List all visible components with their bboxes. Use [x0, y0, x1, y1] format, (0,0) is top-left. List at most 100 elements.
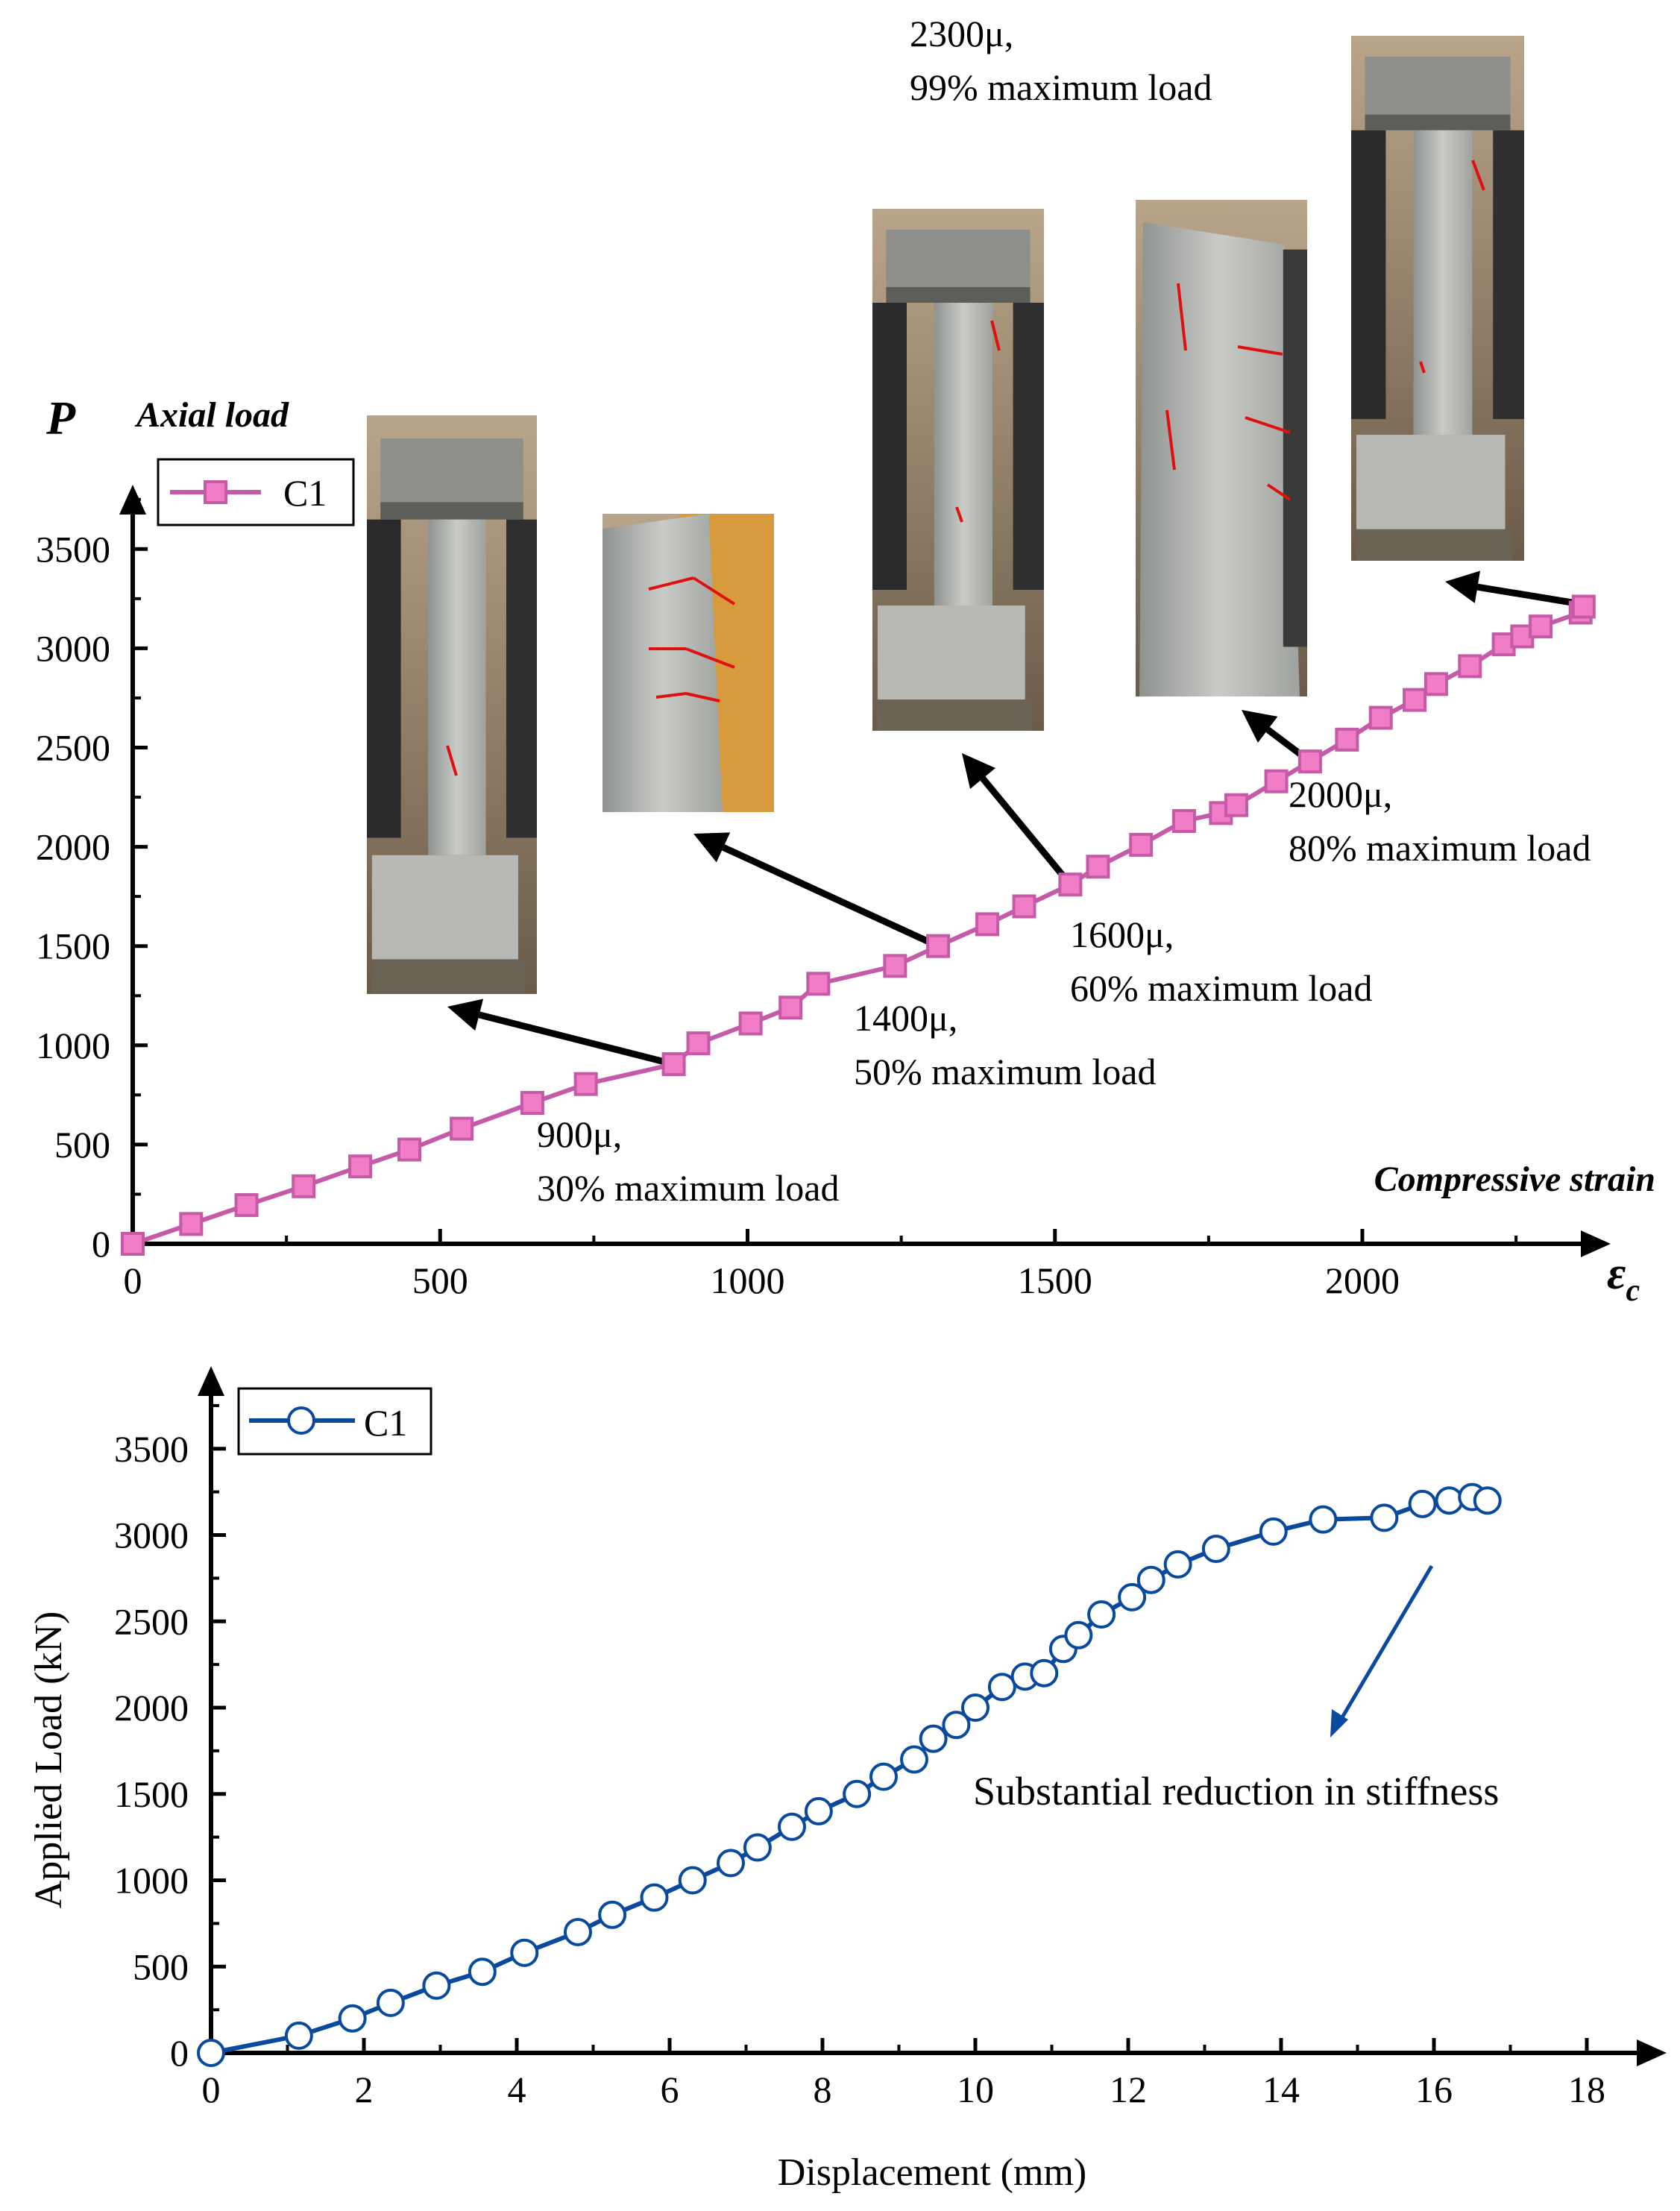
data-point	[640, 1883, 669, 1912]
y-tick-label: 3500	[36, 528, 110, 570]
displacement-load-chart: 0 2 4 6 8 10 12 14 16 18 0 500 1000 1500 2000 2500 3000 3…	[28, 1366, 1667, 2194]
data-point	[975, 912, 1000, 937]
data-point	[1368, 705, 1393, 730]
y-tick-label: 2500	[36, 727, 110, 769]
stiffness-annotation-text: Substantial reduction in stiffness	[973, 1769, 1499, 1814]
data-point	[1403, 688, 1427, 712]
data-point	[843, 1779, 872, 1808]
crack-mark	[1237, 345, 1283, 356]
x-tick-label: 1000	[711, 1259, 785, 1301]
annotation-1400-line2: 50% maximum load	[854, 1051, 1157, 1092]
data-point	[1087, 1600, 1116, 1629]
data-point	[778, 1812, 806, 1841]
stiffness-arrow	[1333, 1564, 1434, 1732]
annotation-1400-line1: 1400μ,	[854, 997, 957, 1039]
series-line	[132, 606, 1586, 1246]
y-tick-label: 0	[170, 2032, 189, 2074]
legend-bottom: C1	[237, 1387, 432, 1456]
data-point	[1423, 672, 1448, 696]
annotation-1400: 1400μ, 50% maximum load	[854, 997, 1157, 1092]
crack-mark	[1471, 160, 1485, 191]
data-point	[778, 996, 803, 1020]
x-tick-label: 4	[508, 2069, 526, 2110]
x-tick-label: 6	[661, 2069, 679, 2110]
legend-top: C1	[157, 458, 355, 526]
x-axis-symbol-epsilon: εc	[1607, 1248, 1640, 1308]
annotation-arrow	[722, 844, 940, 949]
crack-mark	[1177, 283, 1187, 351]
x-axis-label: Displacement (mm)	[778, 2151, 1086, 2194]
data-point	[1012, 894, 1036, 919]
y-tick-label: 1000	[114, 1860, 189, 1902]
data-point	[1163, 1550, 1192, 1579]
x-tick-label: 12	[1110, 2069, 1147, 2110]
data-point	[1224, 793, 1248, 817]
annotation-arrow	[478, 1011, 675, 1068]
annotation-arrowhead	[693, 832, 731, 863]
strain-load-chart: 0 500 1000 1500 2000 0 500 1000 1500 2000 2500 3000…	[36, 13, 1655, 1308]
data-point	[869, 1762, 898, 1791]
y-axis-symbol-p: P	[45, 391, 76, 444]
x-tick-label: 2000	[1325, 1259, 1400, 1301]
legend-square-marker	[204, 480, 227, 504]
crack-mark	[692, 576, 736, 606]
x-tick-label: 0	[124, 1259, 142, 1301]
annotation-900-line2: 30% maximum load	[537, 1167, 840, 1209]
column-photo-2300	[1351, 36, 1524, 561]
x-tick-label: 14	[1262, 2069, 1300, 2110]
annotation-arrow	[980, 776, 1073, 887]
crack-mark	[685, 692, 720, 702]
data-point	[179, 1212, 204, 1236]
data-point	[961, 1693, 990, 1722]
data-point	[1201, 1535, 1230, 1564]
data-point	[422, 1971, 451, 2000]
data-point	[1571, 594, 1596, 619]
data-point	[376, 1988, 405, 2017]
crack-mark	[1245, 416, 1291, 434]
data-point	[1129, 832, 1154, 857]
data-point	[1264, 769, 1289, 793]
annotation-arrow	[1476, 583, 1573, 606]
legend-circle-marker	[287, 1406, 315, 1435]
legend-label: C1	[364, 1402, 407, 1444]
column-photo-900	[367, 415, 537, 994]
crack-mark	[655, 692, 687, 699]
data-point	[926, 934, 951, 958]
data-point	[564, 1917, 592, 1946]
data-point	[738, 1011, 763, 1036]
data-point	[1064, 1620, 1093, 1649]
data-point	[942, 1711, 971, 1740]
annotation-2000: 2000μ, 80% maximum load	[1289, 773, 1591, 869]
top-axes: 0 500 1000 1500 2000 0 500 1000 1500 2000 2500 3000…	[36, 485, 1611, 1301]
y-tick-label: 1000	[36, 1025, 110, 1066]
x-axis-title: Compressive strain	[1374, 1160, 1655, 1199]
x-tick-label: 1500	[1018, 1259, 1092, 1301]
x-tick-label: 2	[355, 2069, 374, 2110]
data-point	[284, 2021, 313, 2050]
data-point	[1529, 614, 1553, 639]
data-point	[338, 2004, 367, 2033]
y-tick-label: 3000	[36, 627, 110, 669]
column-photo-1400	[603, 514, 774, 812]
crack-mark	[685, 647, 735, 669]
y-axis-title: Axial load	[134, 395, 289, 435]
annotation-arrowhead	[962, 753, 995, 789]
data-point	[883, 954, 907, 978]
crack-mark	[990, 320, 1001, 351]
top-annotation-arrows	[447, 570, 1573, 1068]
annotation-1600: 1600μ, 60% maximum load	[1070, 913, 1373, 1009]
data-point	[1136, 1565, 1165, 1594]
data-point	[510, 1938, 539, 1967]
x-tick-label: 0	[202, 2069, 221, 2110]
data-point	[1086, 855, 1110, 879]
data-point	[397, 1137, 422, 1162]
annotation-arrowhead	[1445, 570, 1480, 603]
y-tick-label: 0	[92, 1223, 110, 1265]
data-point	[1473, 1486, 1502, 1515]
data-point	[1297, 749, 1322, 774]
data-point	[1435, 1486, 1464, 1515]
y-tick-label: 1500	[36, 925, 110, 967]
data-point	[1408, 1489, 1437, 1518]
crack-mark	[955, 506, 963, 523]
bottom-axes: 0 2 4 6 8 10 12 14 16 18 0 500 1000 1500 2000 2500 3000 3…	[114, 1366, 1667, 2110]
